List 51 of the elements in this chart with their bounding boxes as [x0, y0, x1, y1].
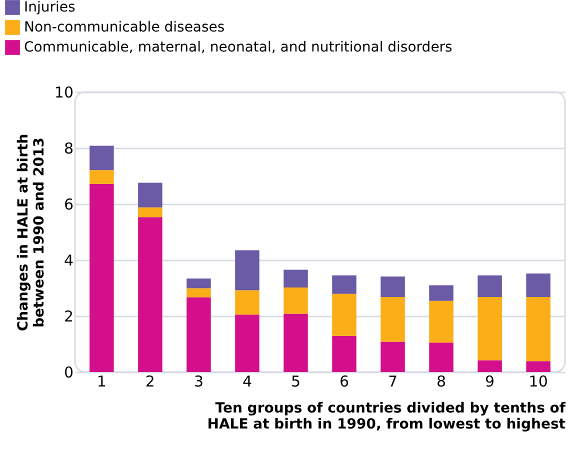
- bar: [478, 360, 502, 372]
- bar: [380, 342, 405, 372]
- bar: [235, 250, 260, 290]
- bar: [429, 300, 454, 343]
- x-tick-label: 10: [528, 372, 548, 390]
- x-tick-label: 4: [242, 372, 252, 390]
- bar: [235, 314, 260, 372]
- bar: [332, 275, 356, 294]
- x-tick-label: 5: [290, 372, 301, 390]
- bar: [138, 182, 162, 208]
- bar: [235, 290, 260, 315]
- x-tick-label: 7: [388, 372, 398, 390]
- bar: [478, 275, 502, 297]
- bar: [429, 285, 454, 301]
- bar: [138, 217, 162, 372]
- y-tick-label: 8: [64, 140, 74, 158]
- bar: [186, 297, 211, 372]
- x-tick-label: 2: [145, 372, 155, 390]
- x-tick-label: 8: [436, 372, 446, 390]
- x-tick-label: 9: [485, 372, 495, 390]
- bar: [90, 184, 114, 372]
- bar: [332, 336, 356, 372]
- bar: [332, 294, 356, 336]
- legend-label: Communicable, maternal, neonatal, and nutritional disorders: [24, 40, 452, 56]
- bar: [284, 314, 308, 372]
- y-tick-label: 6: [64, 196, 74, 214]
- bar: [526, 273, 550, 297]
- bar: [284, 287, 308, 314]
- x-axis-title: Ten groups of countries divided by tenths of HALE at birth in 1990, from lowest to highest: [207, 400, 566, 432]
- bar: [526, 361, 550, 372]
- bar: [284, 270, 308, 288]
- y-tick-label: 4: [64, 252, 74, 270]
- bar: [186, 288, 211, 298]
- bar: [90, 146, 114, 170]
- bar: [90, 170, 114, 184]
- bar: [429, 342, 454, 372]
- y-axis-title: Changes in HALE at birth between 1990 and 2013: [15, 134, 48, 332]
- bar: [380, 296, 405, 342]
- y-tick-label: 2: [64, 308, 74, 326]
- x-tick-label: 3: [194, 372, 204, 390]
- bar: [138, 207, 162, 218]
- y-tick-label: 0: [64, 364, 74, 382]
- legend-label: Injuries: [24, 0, 76, 16]
- x-tick-label: 6: [339, 372, 350, 390]
- bar: [478, 296, 502, 360]
- legend-label: Non-communicable diseases: [24, 20, 225, 36]
- bar: [526, 296, 550, 362]
- x-tick-label: 1: [96, 372, 106, 390]
- bar: [186, 278, 211, 288]
- y-tick-label: 10: [54, 84, 74, 102]
- bar: [380, 276, 405, 297]
